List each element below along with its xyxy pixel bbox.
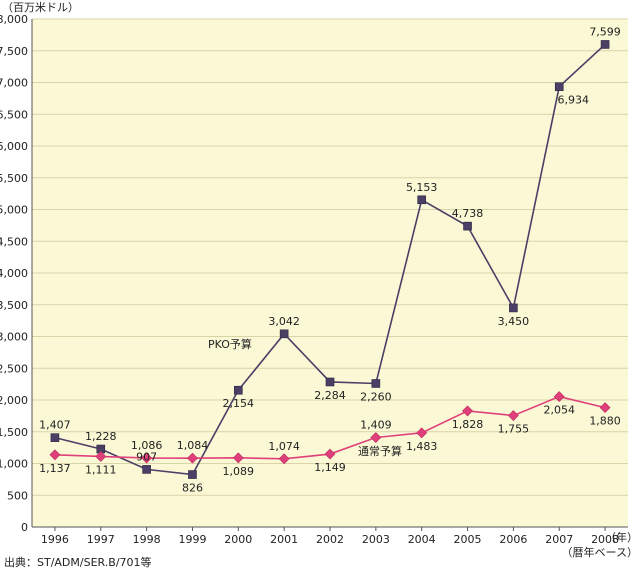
x-tick-label: 2005 <box>454 533 482 546</box>
data-point-regular <box>462 405 473 417</box>
data-label-pko: 3,450 <box>498 315 530 328</box>
data-point-regular <box>187 452 198 464</box>
data-label-regular: 1,086 <box>131 439 163 452</box>
data-point-pko <box>188 470 197 479</box>
y-tick-label: 7,000 <box>0 77 28 90</box>
data-point-regular <box>141 452 153 464</box>
data-label-regular: 1,755 <box>498 423 530 436</box>
data-label-pko: 2,154 <box>223 397 255 410</box>
y-tick-label: 5,500 <box>0 172 28 185</box>
y-tick-label: 2,000 <box>0 394 28 407</box>
y-tick-labels: 0 500 1,000 1,500 2,000 2,500 3,000 3,500 4,000 4… <box>0 13 28 534</box>
y-tick-label: 3,500 <box>0 299 28 312</box>
data-label-regular: 2,054 <box>543 404 575 417</box>
data-label-regular: 1,483 <box>406 440 438 453</box>
data-label-regular: 1,149 <box>314 461 346 474</box>
x-sub-label: （暦年ベース） <box>562 545 638 559</box>
data-point-regular <box>416 427 428 439</box>
y-tick-label: 6,000 <box>0 140 28 153</box>
source-note: 出典：ST/ADM/SER.B/701等 <box>4 555 152 569</box>
x-tick-label: 1996 <box>41 533 69 546</box>
data-point-pko <box>50 433 60 442</box>
data-point-regular <box>553 391 565 402</box>
x-tick-label: 2001 <box>270 533 298 546</box>
series-label-regular: 通常予算 <box>358 444 402 458</box>
y-tick-label: 5,000 <box>0 204 28 217</box>
x-tick-label: 1999 <box>178 533 206 546</box>
data-point-pko <box>325 377 335 387</box>
x-tick-label: 2000 <box>224 533 252 546</box>
data-point-pko <box>509 303 518 313</box>
data-label-regular: 1,111 <box>85 463 117 476</box>
x-tick-label: 1998 <box>133 533 161 546</box>
data-point-regular <box>232 452 244 464</box>
data-label-pko: 7,599 <box>589 25 621 38</box>
data-label-regular: 1,089 <box>223 465 255 478</box>
y-tick-label: 7,500 <box>0 45 28 58</box>
data-label-regular: 1,828 <box>452 418 484 431</box>
data-labels: 1,407 1,228 907 826 2,154 3,042 2,284 2,260 5,15… <box>39 25 621 494</box>
data-label-regular: 1,074 <box>268 440 300 453</box>
data-label-pko: 3,042 <box>268 315 300 328</box>
data-point-pko <box>417 195 426 205</box>
data-point-regular <box>95 451 107 462</box>
x-tick-label: 2008 <box>591 533 619 546</box>
data-label-pko: 907 <box>136 450 157 463</box>
y-tick-label: 1,000 <box>0 458 28 471</box>
x-tick-label: 2003 <box>362 533 390 546</box>
data-label-regular: 1,880 <box>589 415 621 428</box>
data-label-pko: 1,407 <box>39 419 71 432</box>
grid-lines <box>32 18 628 496</box>
data-point-regular <box>49 449 61 461</box>
data-label-pko: 826 <box>182 482 203 495</box>
data-point-pko <box>600 40 610 49</box>
data-point-pko <box>234 385 243 395</box>
data-label-pko: 2,284 <box>314 389 346 402</box>
data-label-pko: 4,738 <box>452 207 484 220</box>
y-tick-label: 8,000 <box>0 13 28 26</box>
x-tick-label: 2002 <box>316 533 344 546</box>
data-label-pko: 1,228 <box>85 430 117 443</box>
series-layer <box>49 40 611 479</box>
data-label-pko: 6,934 <box>557 94 589 107</box>
y-tick-label: 6,500 <box>0 108 28 121</box>
data-point-regular <box>370 432 382 443</box>
x-tick-label: 2006 <box>499 533 527 546</box>
data-point-pko <box>371 379 381 388</box>
y-unit-label: （百万米ドル） <box>2 1 79 14</box>
y-tick-label: 3,000 <box>0 331 28 344</box>
x-tick-label: 2007 <box>545 533 573 546</box>
y-tick-label: 500 <box>7 489 28 502</box>
x-tick-labels: 1996 1997 1998 1999 2000 2001 2002 2003 2004 2005… <box>41 527 619 546</box>
data-point-regular <box>507 410 519 421</box>
data-point-regular <box>599 402 611 414</box>
x-unit-label: （年） <box>605 530 638 544</box>
data-point-pko <box>463 221 472 231</box>
data-point-pko <box>279 329 289 339</box>
data-point-regular <box>324 448 336 460</box>
y-tick-label: 4,500 <box>0 235 28 248</box>
x-tick-label: 1997 <box>87 533 115 546</box>
data-point-regular <box>278 453 290 465</box>
data-point-pko <box>554 82 564 91</box>
data-label-regular: 1,084 <box>177 439 209 452</box>
y-tick-label: 4,000 <box>0 267 28 280</box>
x-tick-label: 2004 <box>408 533 436 546</box>
y-tick-label: 0 <box>21 521 28 534</box>
series-label-pko: PKO予算 <box>208 337 252 351</box>
data-label-pko: 5,153 <box>406 181 438 194</box>
data-label-regular: 1,409 <box>360 419 392 432</box>
data-label-pko: 2,260 <box>360 390 392 403</box>
data-label-regular: 1,137 <box>39 462 71 475</box>
data-point-pko <box>142 465 151 474</box>
y-tick-label: 2,500 <box>0 362 28 375</box>
y-tick-label: 1,500 <box>0 426 28 439</box>
